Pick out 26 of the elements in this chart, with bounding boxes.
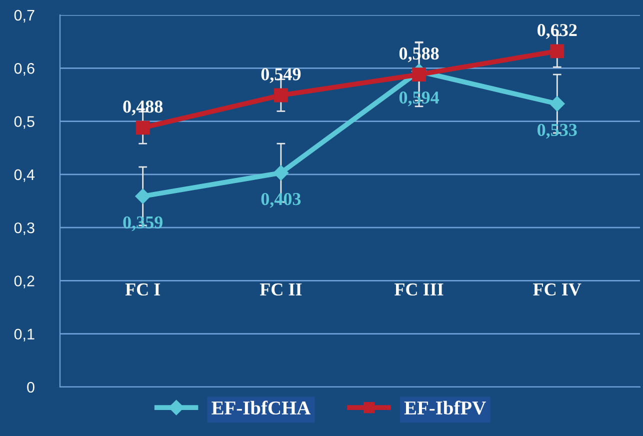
- x-tick-label: FC II: [260, 283, 302, 296]
- x-tick-label: FC IV: [533, 283, 582, 296]
- data-label: 0,632: [538, 24, 577, 39]
- point: [550, 96, 565, 112]
- y-tick-label: 0,7: [14, 10, 34, 22]
- x-tick-label: FC I: [125, 283, 160, 296]
- point: [274, 88, 288, 102]
- data-label: 0,533: [538, 124, 577, 139]
- y-tick-label: 0,3: [14, 222, 34, 236]
- point: [273, 165, 289, 180]
- y-tick-label: 0,6: [14, 63, 34, 76]
- point: [412, 68, 426, 82]
- data-label: 0,403: [261, 192, 301, 208]
- y-tick-label: 0,2: [14, 276, 34, 288]
- legend-label: EF-IbfPV: [404, 400, 486, 415]
- x-tick-label: FC III: [394, 283, 444, 296]
- point: [136, 120, 150, 135]
- data-label: 0,549: [261, 68, 301, 83]
- point: [135, 188, 150, 204]
- y-tick-label: 0,5: [14, 116, 34, 129]
- data-label: 0,488: [123, 100, 163, 116]
- y-tick-label: 0,4: [14, 169, 35, 182]
- y-tick-label: 0: [27, 382, 34, 393]
- legend-label: EF-IbfCHA: [212, 400, 311, 415]
- point: [550, 44, 564, 58]
- y-tick-label: 0,1: [14, 328, 34, 342]
